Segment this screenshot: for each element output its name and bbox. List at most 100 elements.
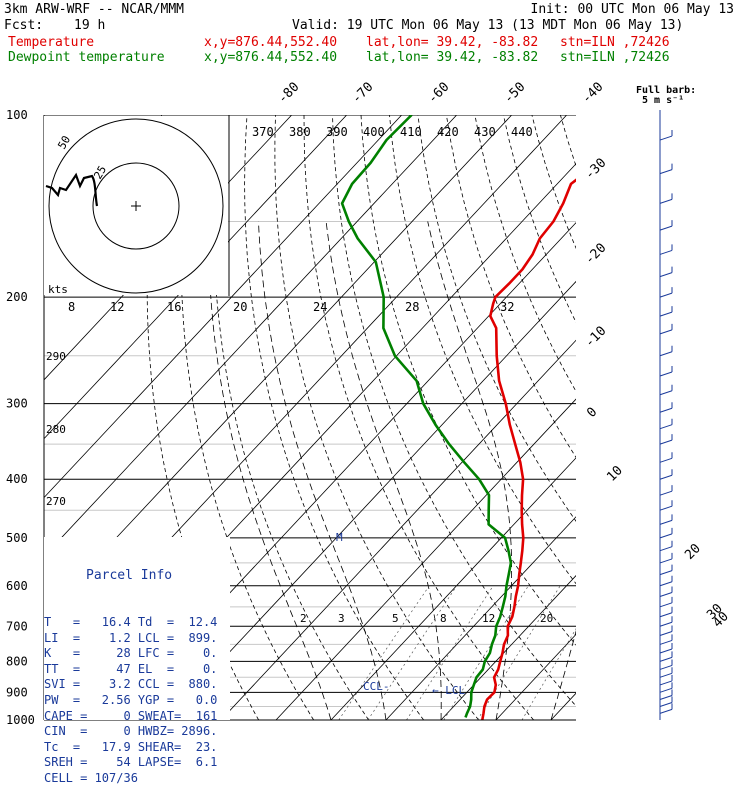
- theta-e-label: 390: [326, 125, 348, 139]
- dewpoint-line: [340, 115, 513, 718]
- wind-barb: [659, 664, 673, 670]
- theta-e-label: 420: [437, 125, 459, 139]
- mixing-ratio-line: [443, 585, 529, 720]
- legend-temperature-label: Temperature: [8, 35, 95, 50]
- moist-adiabat-line: [258, 221, 387, 720]
- wind-barb: [659, 533, 673, 539]
- dry-adiabat-line: [560, 115, 576, 167]
- mixing-ratio-line: [406, 585, 494, 720]
- mixing-ratio-label: 3: [338, 612, 345, 625]
- wind-barb: [659, 249, 673, 255]
- wind-barb: [659, 687, 673, 693]
- wind-barb: [659, 311, 673, 317]
- theta-e-label: 400: [363, 125, 385, 139]
- moist-adiabat-line: [325, 221, 442, 720]
- hodograph-unit-label: kts: [48, 283, 68, 296]
- forecast-label: Fcst:: [4, 18, 44, 33]
- moist-adiabat-line: [208, 221, 332, 720]
- parcel-info-row: K = 28 LFC = 0.: [44, 646, 218, 661]
- dry-adiabat-line: [360, 115, 576, 646]
- dry-adiabat-line: [674, 115, 740, 720]
- forecast-hours: 19 h: [74, 18, 106, 33]
- wind-barb: [659, 695, 673, 700]
- mixing-ratio-line: [338, 585, 430, 720]
- isotherm-line: [550, 692, 576, 720]
- pressure-tick-label: 500: [6, 531, 28, 545]
- isotherm-label: -60: [425, 80, 452, 107]
- wind-barb: [659, 135, 673, 141]
- parcel-info-row: CELL = 107/36: [44, 770, 138, 785]
- mixing-ratio-label: 12: [110, 300, 124, 314]
- mixing-ratio-label: 20: [540, 612, 553, 625]
- isotherm-label: -20: [582, 241, 609, 268]
- pressure-tick-label: 900: [6, 685, 28, 699]
- isotherm-label: -10: [582, 324, 609, 351]
- mixing-ratio-line: [367, 585, 458, 720]
- wind-barb: [659, 371, 673, 377]
- parcel-info-row: LI = 1.2 LCL = 899.: [44, 630, 218, 645]
- wind-barb: [659, 474, 673, 480]
- wind-barb: [659, 602, 673, 608]
- wind-barb: [659, 656, 673, 662]
- mixing-ratio-label: 8: [440, 612, 447, 625]
- wind-barb: [659, 490, 673, 496]
- legend-dewpoint-xy: x,y=876.44,552.40: [204, 50, 338, 65]
- isotherm-label: -40: [579, 80, 606, 107]
- wind-barb: [659, 439, 673, 445]
- isotherm-label: -70: [349, 80, 376, 107]
- mixing-ratio-label: 16: [167, 300, 181, 314]
- skewt-chart: 10020030040050060070080090010005025kts-8…: [6, 80, 740, 727]
- parcel-info-row: CAPE = 0 SWEAT= 161: [44, 708, 218, 723]
- mixing-ratio-label: 8: [68, 300, 75, 314]
- dry-adiabat-line: [474, 115, 576, 393]
- isotherm-line: [330, 457, 576, 720]
- wind-barb: [659, 592, 673, 597]
- isotherm-line: [385, 516, 576, 720]
- hodograph-ring-inner: [92, 162, 180, 250]
- dry-adiabat-line: [332, 115, 576, 707]
- legend-dewpoint-latlon: lat,lon= 39.42, -83.82: [366, 50, 539, 65]
- temperature-line: [481, 178, 576, 720]
- isotherm-label: -50: [501, 80, 528, 107]
- theta-e-label: 430: [474, 125, 496, 139]
- isotherm-line: [165, 280, 576, 720]
- pressure-tick-label: 400: [6, 472, 28, 486]
- moist-adiabat-line: [606, 222, 740, 721]
- parcel-info-row: SREH = 54 LAPSE= 6.1: [44, 755, 218, 770]
- dry-adiabat-line: [244, 115, 425, 720]
- wind-barb: [659, 581, 673, 587]
- wind-barb: [659, 390, 673, 396]
- wind-barb: [659, 329, 673, 335]
- wind-barb: [659, 558, 673, 564]
- parcel-info-row: CIN = 0 HWBZ= 2896.: [44, 724, 218, 739]
- mixing-ratio-label: 24: [313, 300, 327, 314]
- moist-marker: M: [336, 531, 343, 544]
- dry-adiabat-line: [212, 115, 370, 720]
- wind-barb: [659, 708, 673, 714]
- wind-barb: [659, 621, 673, 627]
- theta-e-label: 440: [511, 125, 533, 139]
- wind-barb: [659, 292, 673, 298]
- valid-time: Valid: 19 UTC Mon 06 May 13 (13 MDT Mon …: [292, 18, 684, 33]
- wind-barb: [659, 225, 673, 231]
- wind-barb: [659, 272, 673, 278]
- wind-barb: [659, 639, 673, 645]
- wind-barb: [659, 169, 673, 175]
- wind-barb: [659, 612, 673, 618]
- isotherm-label: -80: [275, 80, 302, 107]
- mixing-ratio-label: 28: [405, 300, 419, 314]
- isotherm-line: [661, 115, 740, 720]
- isotherm-line: [44, 115, 347, 440]
- parcel-info-row: T = 16.4 Td = 12.4: [44, 614, 218, 629]
- ccl-marker: CCL-: [363, 680, 390, 693]
- parcel-info-title: Parcel Info: [86, 568, 173, 584]
- mixing-ratio-label: 32: [500, 300, 514, 314]
- hodograph-trace: [45, 172, 99, 207]
- wind-barb: [659, 702, 673, 707]
- wind-barb: [659, 505, 673, 511]
- wind-barb: [659, 648, 673, 654]
- wind-barb: [659, 424, 673, 430]
- parcel-info-panel: Parcel Info T = 16.4 Td = 12.4 LI = 1.2 L…: [44, 537, 230, 785]
- wind-barb: [659, 570, 673, 576]
- wind-barb: [659, 680, 673, 686]
